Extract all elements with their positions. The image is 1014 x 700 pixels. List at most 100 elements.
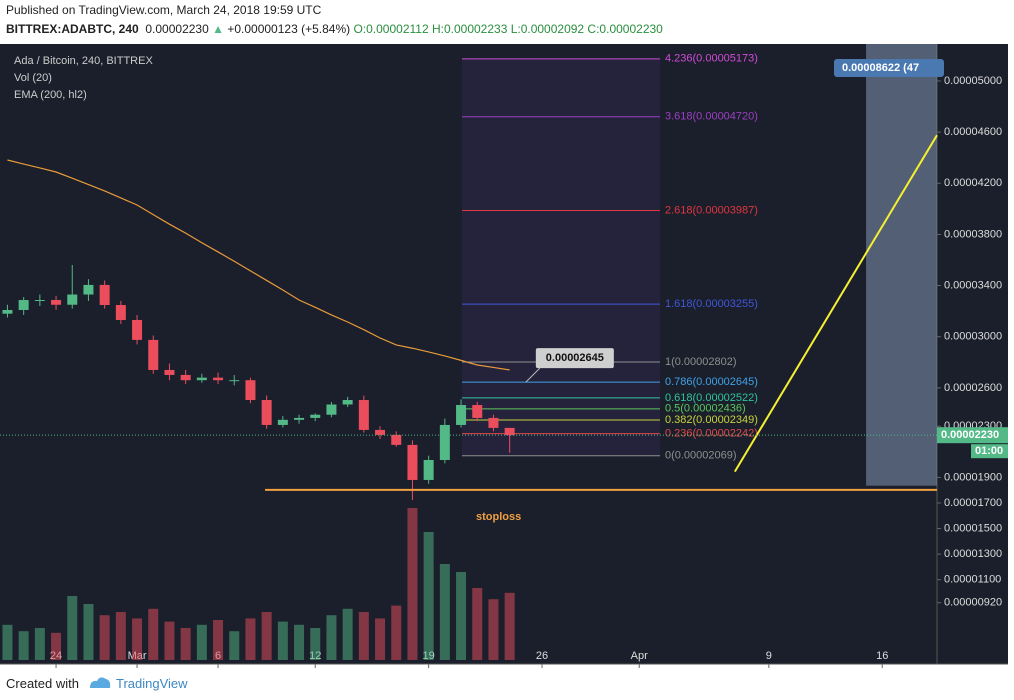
candle-body — [504, 427, 515, 436]
fib-label: 1(0.00002802) — [665, 356, 737, 368]
volume-bar — [180, 628, 191, 660]
fib-label: 1.618(0.00003255) — [665, 298, 758, 310]
volume-bar — [261, 612, 272, 660]
target-line — [733, 134, 938, 473]
volume-bar — [277, 621, 288, 660]
candle-body — [391, 434, 402, 445]
target-label: 0.00008622 (47 — [842, 62, 919, 74]
ema-marker-label: 0.00002645 — [546, 352, 604, 364]
candle-body — [67, 294, 78, 305]
target-box — [866, 44, 937, 486]
logo — [90, 677, 111, 688]
candle-body — [115, 305, 126, 320]
volume-bar — [2, 624, 13, 660]
volume-bar — [51, 632, 62, 660]
candle-body — [164, 369, 175, 375]
volume-bar — [99, 615, 110, 660]
stoploss-label: stoploss — [476, 511, 521, 523]
volume-bar — [423, 532, 434, 660]
y-tick-label: 0.00003800 — [944, 228, 1002, 240]
fib-label: 4.236(0.00005173) — [665, 53, 758, 65]
volume-bar — [229, 631, 240, 660]
symbol-line: BITTREX:ADABTC, 240 0.00002230 ▲ +0.0000… — [6, 22, 663, 36]
candle-body — [407, 444, 418, 480]
fib-label: 0.5(0.00002436) — [665, 403, 746, 415]
legend: Vol (20) — [14, 72, 52, 84]
change: +0.00000123 (+5.84%) — [227, 22, 351, 36]
y-tick-label: 0.00001900 — [944, 471, 1002, 483]
candle-body — [196, 377, 207, 381]
fib-label: 0.236(0.00002242) — [665, 428, 758, 440]
y-tick-label: 0.00000920 — [944, 597, 1002, 609]
volume-bar — [342, 608, 353, 660]
timer-label: 01:00 — [975, 445, 1003, 457]
fib-label: 3.618(0.00004720) — [665, 111, 758, 123]
candle-body — [342, 400, 353, 405]
volume-bar — [67, 596, 78, 660]
fib-label: 0.786(0.00002645) — [665, 376, 758, 388]
volume-bar — [504, 592, 515, 660]
volume-bar — [456, 572, 467, 660]
y-tick-label: 0.00003000 — [944, 331, 1002, 343]
candle-body — [148, 339, 159, 370]
candle-body — [488, 417, 499, 428]
fib-label: 0.618(0.00002522) — [665, 392, 758, 404]
target-label-box — [834, 59, 944, 77]
volume-bar — [294, 624, 305, 660]
volume-bar — [310, 628, 321, 660]
y-tick-label: 0.00004600 — [944, 126, 1002, 138]
ema-marker-leader — [525, 367, 541, 383]
candle-body — [294, 417, 305, 420]
fib-label: 0.382(0.00002349) — [665, 414, 758, 426]
candle-body — [375, 429, 386, 435]
fib-label: 2.618(0.00003987) — [665, 204, 758, 216]
x-tick-label: Apr — [631, 650, 648, 662]
candle-body — [34, 300, 45, 302]
last: 0.00002230 — [145, 22, 209, 36]
volume-bar — [132, 618, 143, 660]
volume-bar — [213, 620, 224, 660]
ema-line — [7, 159, 510, 371]
candle-body — [2, 309, 13, 314]
candle-body — [456, 405, 467, 425]
last-price-box — [937, 427, 1008, 444]
candle-body — [277, 419, 288, 425]
volume-bar — [375, 618, 386, 660]
volume-bar — [115, 612, 126, 660]
chart: Ada / Bitcoin, 240, BITTREX Vol (20) EMA… — [0, 44, 1008, 668]
candle-body — [326, 404, 337, 415]
fib-box — [462, 58, 660, 456]
brand: TradingView — [116, 676, 188, 691]
volume-bar — [439, 564, 450, 660]
y-tick-label: 0.00001700 — [944, 497, 1002, 509]
legend: Ada / Bitcoin, 240, BITTREX — [14, 55, 153, 67]
y-tick-label: 0.00005000 — [944, 75, 1002, 87]
candle-body — [261, 400, 272, 425]
volume-bar — [472, 588, 483, 660]
candle-body — [423, 459, 434, 480]
timer-box — [971, 444, 1008, 459]
volume-bar — [326, 615, 337, 660]
candle-body — [439, 424, 450, 460]
symbol: BITTREX:ADABTC, 240 — [6, 22, 139, 36]
published: Published on TradingView.com, March 24, … — [6, 3, 322, 17]
volume-bar — [18, 631, 29, 660]
x-tick-label: 16 — [876, 650, 888, 662]
volume-bar — [407, 508, 418, 660]
candle-body — [245, 380, 256, 401]
created: Created with — [6, 676, 79, 691]
x-tick-label: 9 — [766, 650, 772, 662]
last-price-label: 0.00002230 — [941, 429, 999, 441]
candle-body — [51, 300, 62, 305]
candle-body — [358, 400, 369, 430]
x-tick-label: 26 — [536, 650, 548, 662]
candle-body — [213, 377, 224, 381]
candle-body — [180, 374, 191, 381]
candle-body — [472, 405, 483, 418]
y-tick-label: 0.00001300 — [944, 548, 1002, 560]
candle-body — [18, 300, 29, 310]
volume-bar — [488, 599, 499, 660]
volume-bar — [34, 628, 45, 660]
volume-bar — [358, 612, 369, 660]
